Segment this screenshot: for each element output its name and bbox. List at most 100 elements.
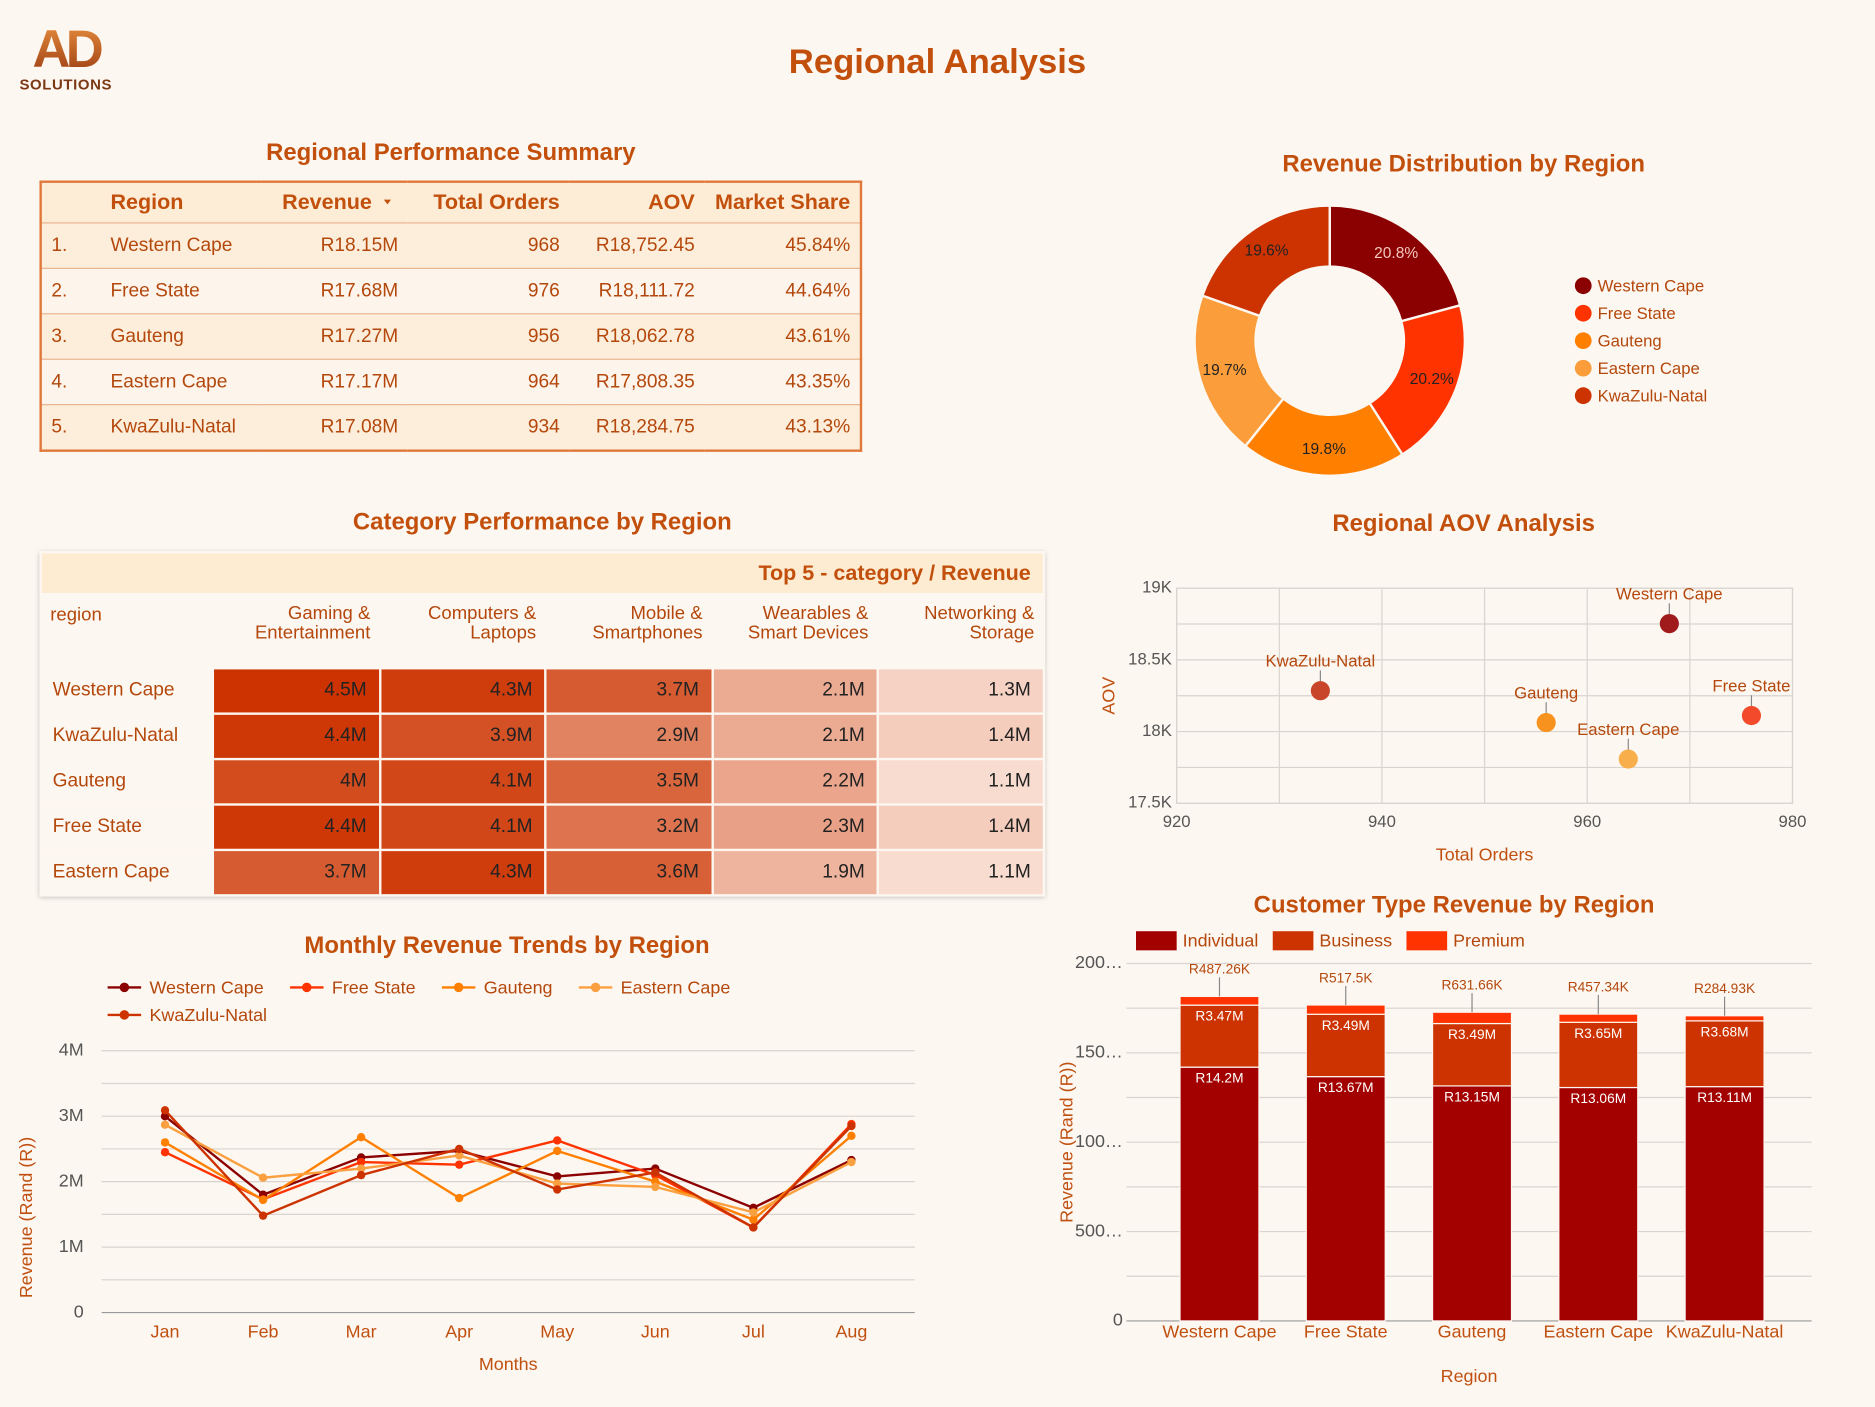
point-label: Free State [1712, 676, 1790, 695]
pie-slice [1200, 204, 1331, 318]
sort-icon[interactable] [372, 197, 398, 209]
bar-segment [1558, 1086, 1639, 1322]
value-label: R14.2M [1195, 1071, 1243, 1086]
line-point [356, 1164, 366, 1173]
x-tick-label: 960 [1573, 812, 1601, 831]
table-cell: 44.64% [704, 267, 861, 314]
line-point [455, 1151, 464, 1160]
table-row: KwaZulu-Natal 4.4M 3.9M 2.9M 2.1M 1.4M [40, 712, 1046, 761]
heat-cell: 4.1M [378, 757, 547, 806]
cell-label: 4.4M [324, 816, 367, 837]
heat-cell: 2.1M [710, 712, 880, 761]
legend-swatch [119, 982, 130, 993]
cell-label: 4.1M [490, 771, 533, 792]
legend-swatch [453, 982, 464, 993]
bar-segment [1431, 1011, 1513, 1025]
table-cell: R17.68M [261, 267, 408, 314]
x-tick-label: May [540, 1322, 574, 1342]
cell-label: 1.4M [988, 816, 1031, 837]
legend-label: KwaZulu-Natal [149, 1005, 267, 1025]
legend-item: Individual [1136, 931, 1258, 951]
column-header: Total Orders [433, 190, 560, 214]
row-label: Western Cape [40, 667, 215, 715]
slice-label: 20.2% [1410, 371, 1454, 388]
heat-cell: 1.4M [876, 712, 1046, 761]
line-point [749, 1215, 758, 1224]
series-line [164, 1134, 853, 1221]
pie-slice [1193, 294, 1286, 448]
column-header: Gaming & Entertainment [254, 603, 371, 644]
heat-cell: 4.3M [378, 848, 547, 897]
line-point [651, 1182, 660, 1192]
y-tick-label: 200… [1075, 952, 1123, 972]
legend-label: Gauteng [484, 977, 553, 997]
scatter-point [1536, 713, 1556, 733]
heat-cell: 3.6M [544, 848, 714, 897]
value-label: R13.15M [1444, 1089, 1500, 1104]
logo-mark: AD [12, 23, 120, 77]
cell-label: 1.9M [822, 861, 865, 883]
pie-slice [1328, 204, 1462, 323]
table-cell: 45.84% [704, 222, 861, 269]
y-axis-title: AOV [1098, 677, 1118, 715]
legend-label: Free State [332, 977, 416, 997]
header-cell[interactable]: Revenue [261, 181, 408, 223]
scatter-point [1618, 749, 1638, 769]
legend-swatch [1574, 387, 1592, 405]
column-header: Networking & Storage [924, 603, 1035, 644]
heat-cell: 4.4M [212, 712, 382, 761]
chart-title: Revenue Distribution by Region [1282, 150, 1645, 177]
heat-cell: 4.4M [212, 803, 382, 852]
bar-segment [1179, 995, 1260, 1006]
value-label: R13.11M [1697, 1090, 1752, 1105]
header-row: region Gaming & Entertainment Computers & … [40, 594, 1044, 669]
category-table: Top 5 - category / Revenue region Gaming &… [39, 551, 1046, 897]
cell-label: 2.9M [656, 725, 700, 746]
line-point [749, 1208, 758, 1217]
x-tick-label: Mar [346, 1322, 377, 1342]
bar-segment [1558, 1013, 1639, 1023]
x-tick-label: Feb [248, 1322, 279, 1342]
point-label: Western Cape [1616, 584, 1723, 603]
table-cell: 43.35% [704, 358, 861, 405]
legend-item: Premium [1406, 931, 1525, 951]
y-tick-label: 3M [59, 1105, 84, 1125]
heat-cell: 2.9M [544, 712, 714, 761]
x-tick-label: Jan [151, 1322, 180, 1342]
table-row: Gauteng 4M 4.1M 3.5M 2.2M 1.1M [40, 757, 1046, 806]
scatter-point [1310, 681, 1330, 701]
logo: AD SOLUTIONS [12, 23, 120, 93]
x-tick-label: Gauteng [1438, 1322, 1507, 1342]
heat-cell: 1.1M [876, 757, 1046, 806]
legend-swatch [1136, 931, 1177, 951]
table-cell: KwaZulu-Natal [100, 404, 262, 451]
sort-arrow[interactable] [383, 199, 392, 205]
row-label: KwaZulu-Natal [40, 712, 215, 761]
page-title: Regional Analysis [788, 43, 1087, 82]
legend-swatch [301, 982, 312, 993]
column-header: Mobile & Smartphones [592, 603, 703, 644]
heat-cell: 1.3M [876, 667, 1046, 715]
bar-segment [1684, 1086, 1765, 1322]
header-cell: Region [100, 181, 262, 223]
legend-label: Western Cape [149, 977, 263, 997]
bar-segment [1305, 1004, 1386, 1015]
legend-swatch [1406, 931, 1448, 951]
heat-cell: 1.1M [876, 848, 1046, 897]
bar-segment [1431, 1085, 1513, 1322]
chart-title: Customer Type Revenue by Region [1254, 891, 1655, 918]
table-cell: 956 [407, 313, 570, 360]
legend-swatch [1574, 304, 1592, 322]
bar-segment [1305, 1076, 1386, 1322]
value-label: R3.49M [1448, 1027, 1496, 1042]
line-point [258, 1173, 268, 1182]
row-label: Gauteng [40, 757, 215, 806]
line-point [847, 1157, 856, 1167]
table-cell: R18,111.72 [569, 267, 705, 314]
column-header: Revenue [282, 190, 372, 214]
legend-label: Free State [1598, 304, 1676, 323]
legend-swatch [1574, 277, 1592, 295]
y-tick-label: 100… [1075, 1131, 1123, 1151]
value-label: R631.66K [1441, 978, 1502, 993]
